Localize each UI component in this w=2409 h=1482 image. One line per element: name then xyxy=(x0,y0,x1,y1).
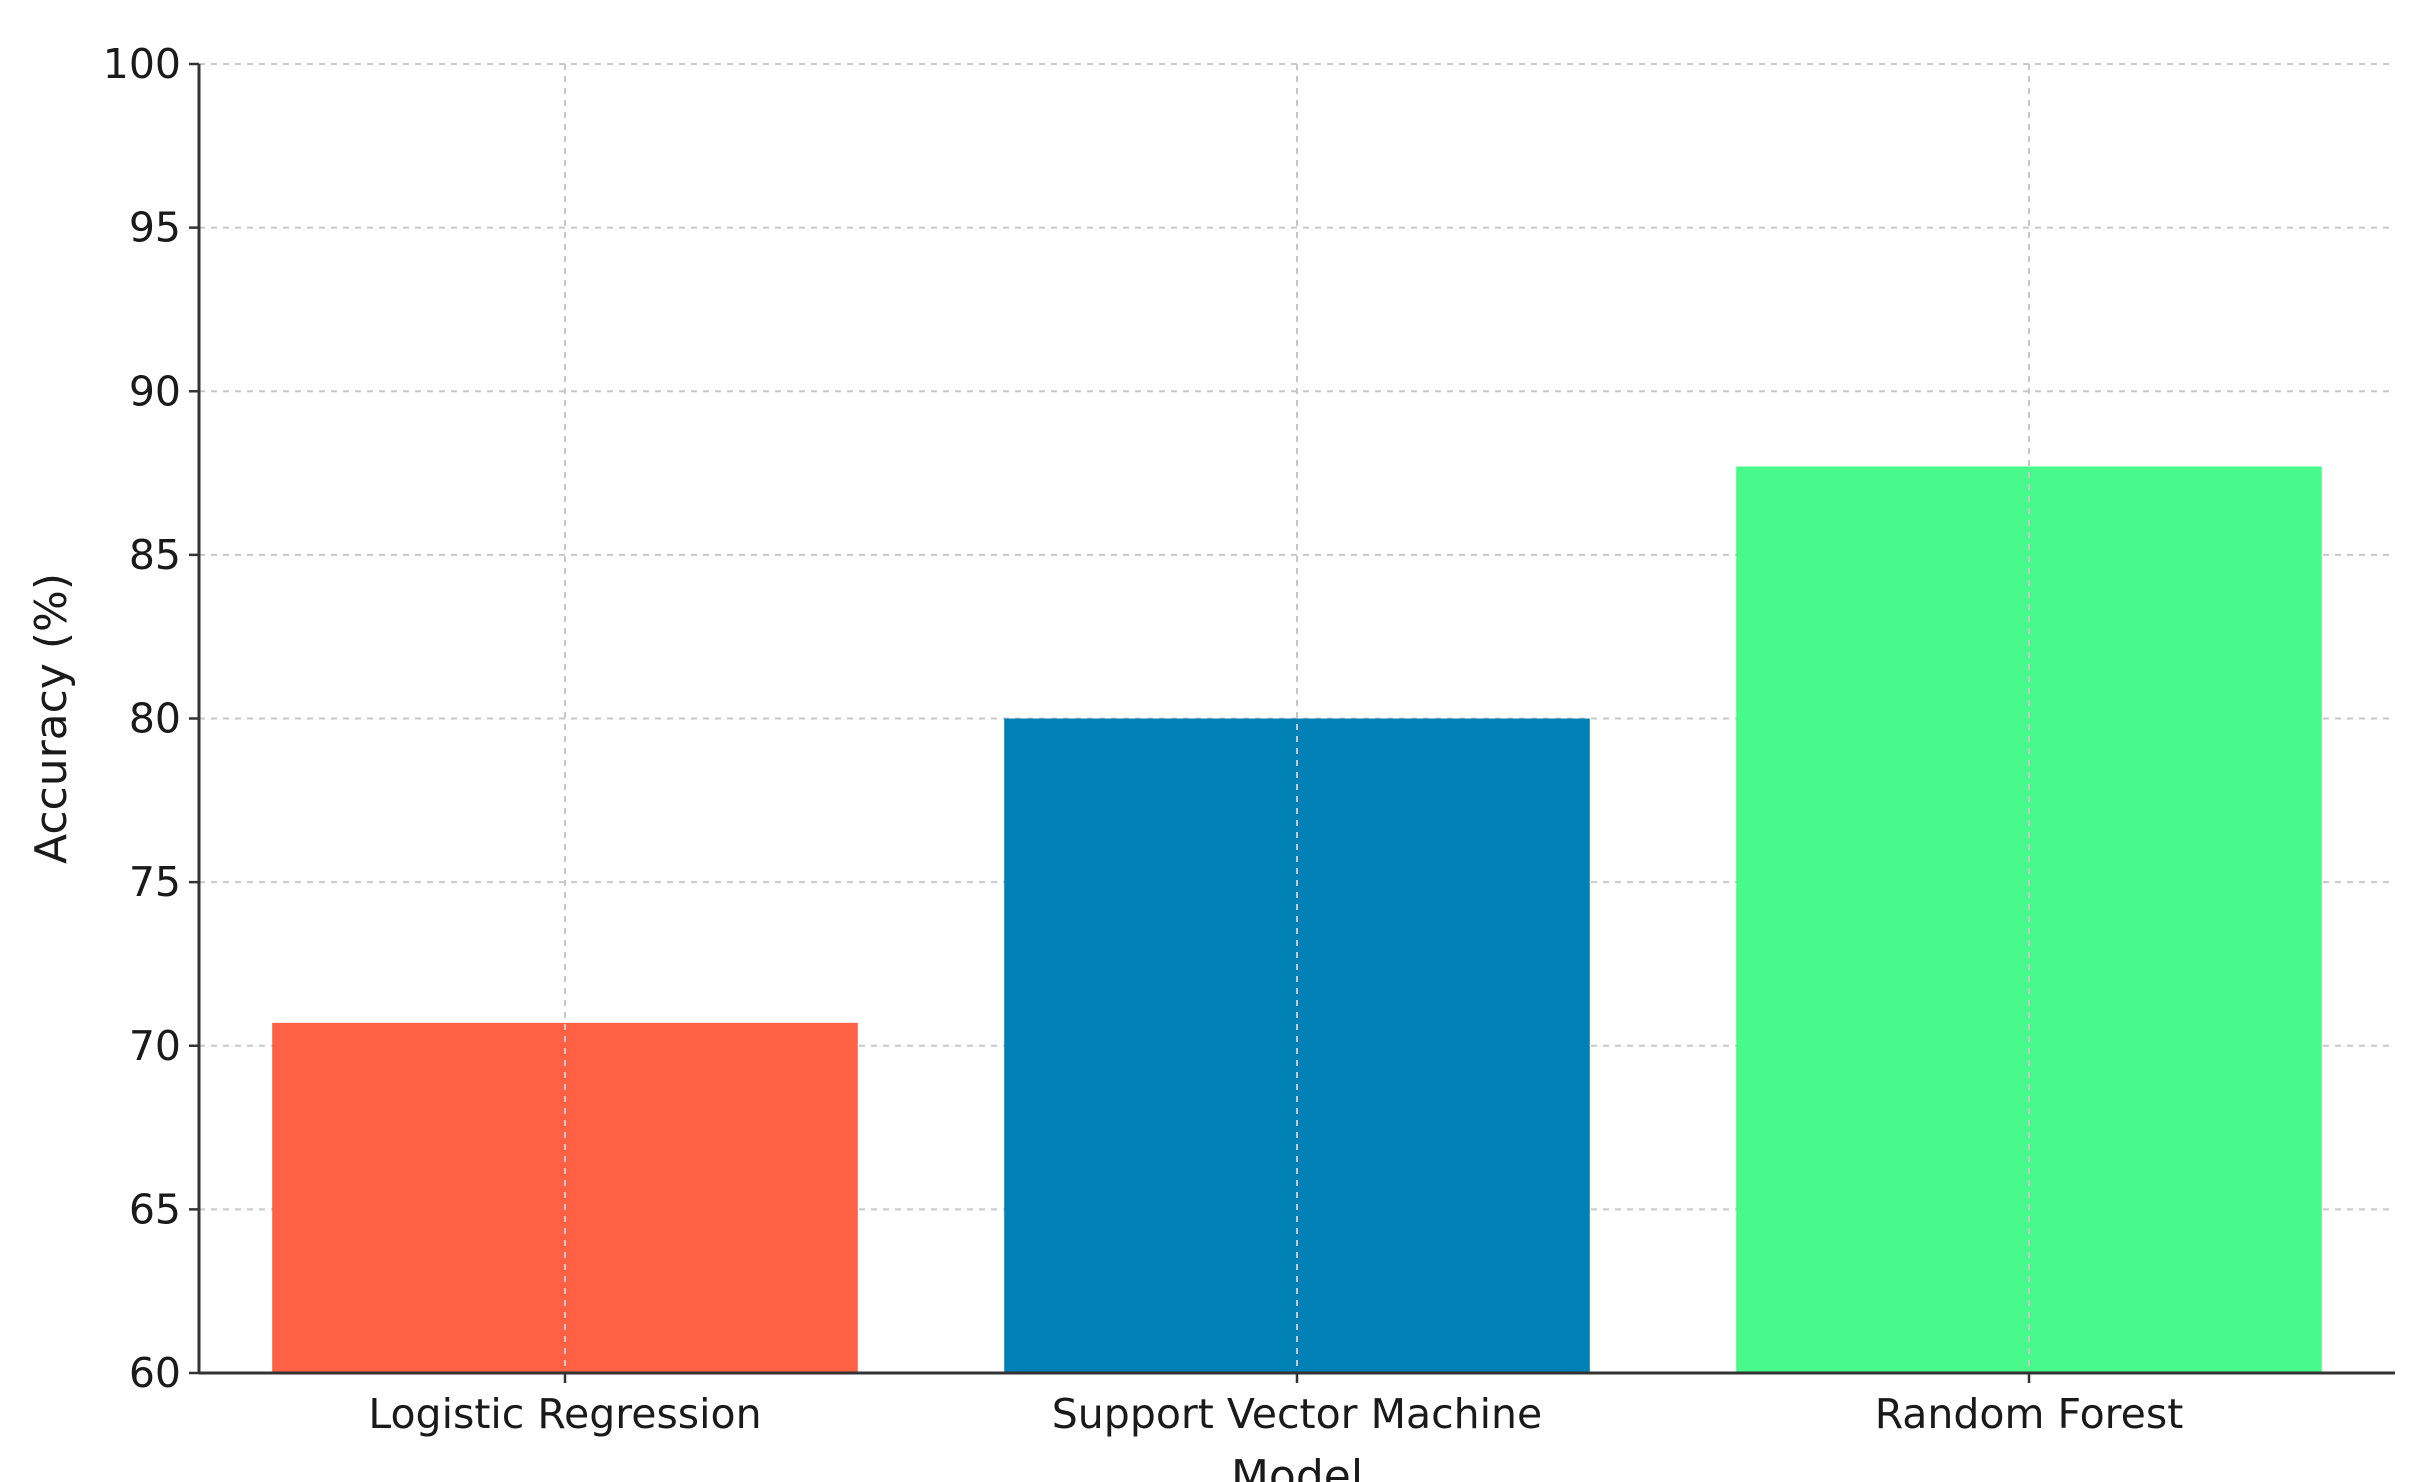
y-tick-label: 85 xyxy=(129,531,181,579)
labels-layer: 60 65 70 75 80 85 90 95 100 Logistic Regression Su… xyxy=(103,40,2184,1438)
axes-layer xyxy=(189,62,2395,1383)
x-tick-label: Support Vector Machine xyxy=(1052,1390,1542,1438)
y-tick-label: 65 xyxy=(129,1185,181,1233)
x-axis-title: Model xyxy=(1231,1451,1363,1482)
y-tick-label: 70 xyxy=(129,1022,181,1070)
y-tick-label: 90 xyxy=(129,367,181,415)
vertical-grid-layer xyxy=(564,64,2030,1373)
y-tick-label: 60 xyxy=(129,1349,181,1397)
y-tick-label: 75 xyxy=(129,858,181,906)
y-axis-title: Accuracy (%) xyxy=(26,573,77,864)
x-tick-label: Random Forest xyxy=(1875,1390,2184,1438)
y-tick-label: 100 xyxy=(103,40,181,88)
y-tick-label: 95 xyxy=(129,204,181,252)
x-tick-label: Logistic Regression xyxy=(368,1390,761,1438)
bar xyxy=(1004,718,1590,1373)
y-tick-label: 80 xyxy=(129,695,181,743)
